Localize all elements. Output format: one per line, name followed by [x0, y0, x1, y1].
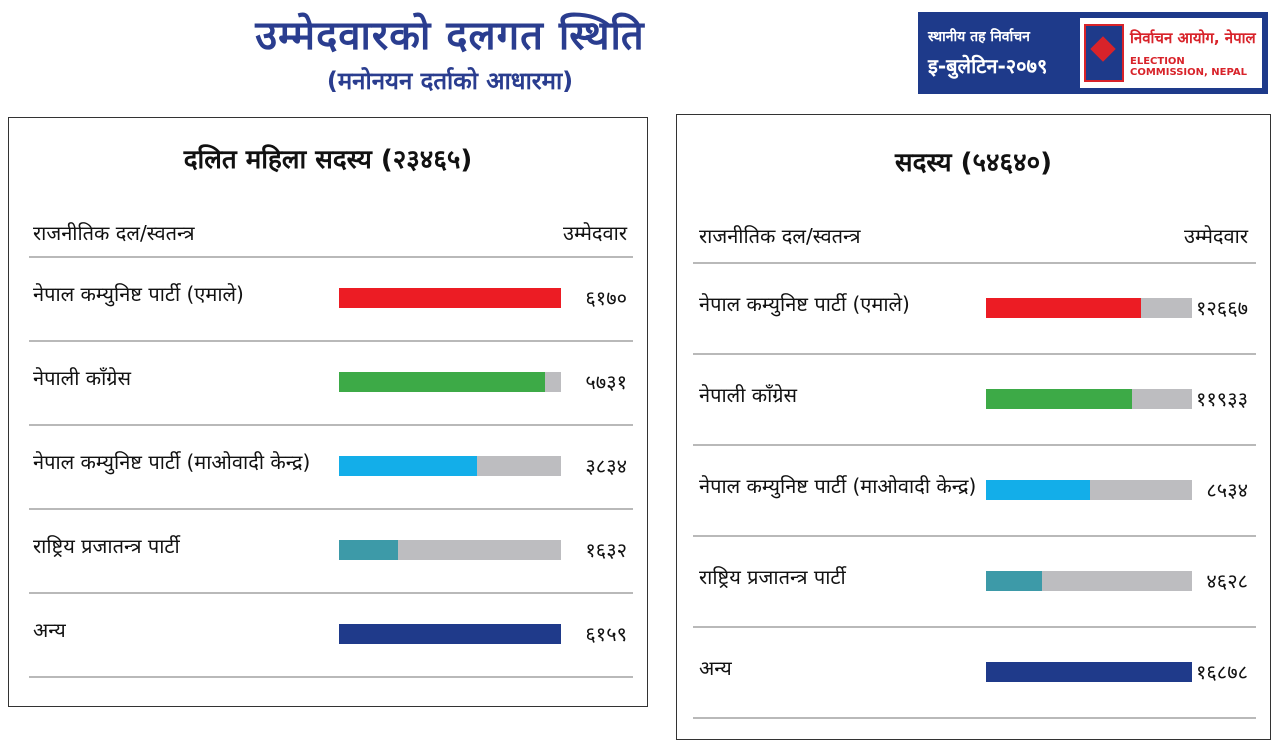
party-label: नेपाल कम्युनिष्ट पार्टी (एमाले) [699, 291, 910, 316]
value-label: ५७३१ [585, 370, 627, 394]
row-divider [693, 626, 1256, 628]
bar-maoist [986, 479, 1091, 500]
chart-panel-dalit-women: दलित महिला सदस्य (२३४६५) राजनीतिक दल/स्व… [8, 117, 648, 707]
value-label: ६१७० [585, 286, 627, 310]
bar-maoist [339, 456, 477, 476]
commission-badge: निर्वाचन आयोग, नेपाल ELECTION COMMISSION… [1076, 14, 1266, 92]
bar-rpp [986, 570, 1043, 591]
chart-panel-members: सदस्य (५४६४०) राजनीतिक दल/स्वतन्त्र उम्म… [676, 114, 1271, 740]
commission-name: निर्वाचन आयोग, नेपाल ELECTION COMMISSION… [1130, 28, 1258, 78]
page-title: उम्मेदवारको दलगत स्थिति [255, 13, 645, 59]
value-label: १६३२ [585, 538, 627, 562]
party-label: नेपाली काँग्रेस [33, 366, 132, 390]
bulletin-badge: स्थानीय तह निर्वाचन इ-बुलेटिन-२०७९ [920, 14, 1076, 92]
bar-track [339, 372, 561, 392]
bar-track [986, 661, 1192, 682]
party-label: नेपाल कम्युनिष्ट पार्टी (माओवादी केन्द्र… [699, 473, 977, 498]
value-label: १६८७८ [1196, 659, 1248, 684]
value-label: ४६२८ [1206, 568, 1248, 593]
party-label: राष्ट्रिय प्रजातन्त्र पार्टी [33, 534, 180, 558]
row-divider [29, 592, 633, 594]
value-label: ८५३४ [1206, 477, 1248, 502]
bar-track [986, 479, 1192, 500]
value-label: १२६६७ [1196, 295, 1248, 320]
value-label: ११९३३ [1196, 386, 1248, 411]
value-label: ३८३४ [585, 454, 627, 478]
commission-name-english: ELECTION COMMISSION, NEPAL [1130, 56, 1248, 78]
bar-track [986, 297, 1192, 318]
bar-track [339, 456, 561, 476]
bulletin-line-2: इ-बुलेटिन-२०७९ [928, 54, 1048, 78]
party-label: नेपाल कम्युनिष्ट पार्टी (माओवादी केन्द्र… [33, 450, 311, 474]
row-divider [693, 353, 1256, 355]
column-header-party: राजनीतिक दल/स्वतन्त्र [33, 221, 195, 245]
bar-nc [986, 388, 1132, 409]
party-label: अन्य [33, 618, 66, 642]
party-label: राष्ट्रिय प्रजातन्त्र पार्टी [699, 564, 846, 589]
row-divider [693, 262, 1256, 264]
party-label: नेपाली काँग्रेस [699, 382, 798, 407]
chart-title: सदस्य (५४६४०) [895, 148, 1052, 178]
bar-other [339, 624, 561, 644]
ballot-box-icon [1084, 24, 1124, 82]
column-header-candidates: उम्मेदवार [563, 221, 627, 245]
row-divider [29, 508, 633, 510]
bar-track [339, 288, 561, 308]
party-label: अन्य [699, 655, 732, 680]
election-commission-logo: स्थानीय तह निर्वाचन इ-बुलेटिन-२०७९ निर्व… [918, 12, 1268, 94]
bar-uml [339, 288, 561, 308]
row-divider [29, 256, 633, 258]
party-label: नेपाल कम्युनिष्ट पार्टी (एमाले) [33, 282, 244, 306]
row-divider [29, 340, 633, 342]
column-header-candidates: उम्मेदवार [1184, 224, 1248, 248]
commission-name-nepali: निर्वाचन आयोग, नेपाल [1130, 29, 1256, 47]
bulletin-line-1: स्थानीय तह निर्वाचन [928, 29, 1030, 45]
row-divider [693, 535, 1256, 537]
row-divider [693, 717, 1256, 719]
row-divider [29, 424, 633, 426]
chart-title: दलित महिला सदस्य (२३४६५) [183, 145, 473, 175]
column-header-party: राजनीतिक दल/स्वतन्त्र [699, 224, 861, 248]
bar-track [986, 570, 1192, 591]
value-label: ६१५९ [585, 622, 627, 646]
bar-track [339, 540, 561, 560]
row-divider [29, 676, 633, 678]
row-divider [693, 444, 1256, 446]
bar-rpp [339, 540, 398, 560]
commission-badge-inner: निर्वाचन आयोग, नेपाल ELECTION COMMISSION… [1080, 18, 1262, 88]
bar-other [986, 661, 1192, 682]
bar-uml [986, 297, 1141, 318]
page-subtitle: (मनोनयन दर्ताको आधारमा) [326, 67, 574, 95]
bar-track [339, 624, 561, 644]
bar-track [986, 388, 1192, 409]
bar-nc [339, 372, 546, 392]
